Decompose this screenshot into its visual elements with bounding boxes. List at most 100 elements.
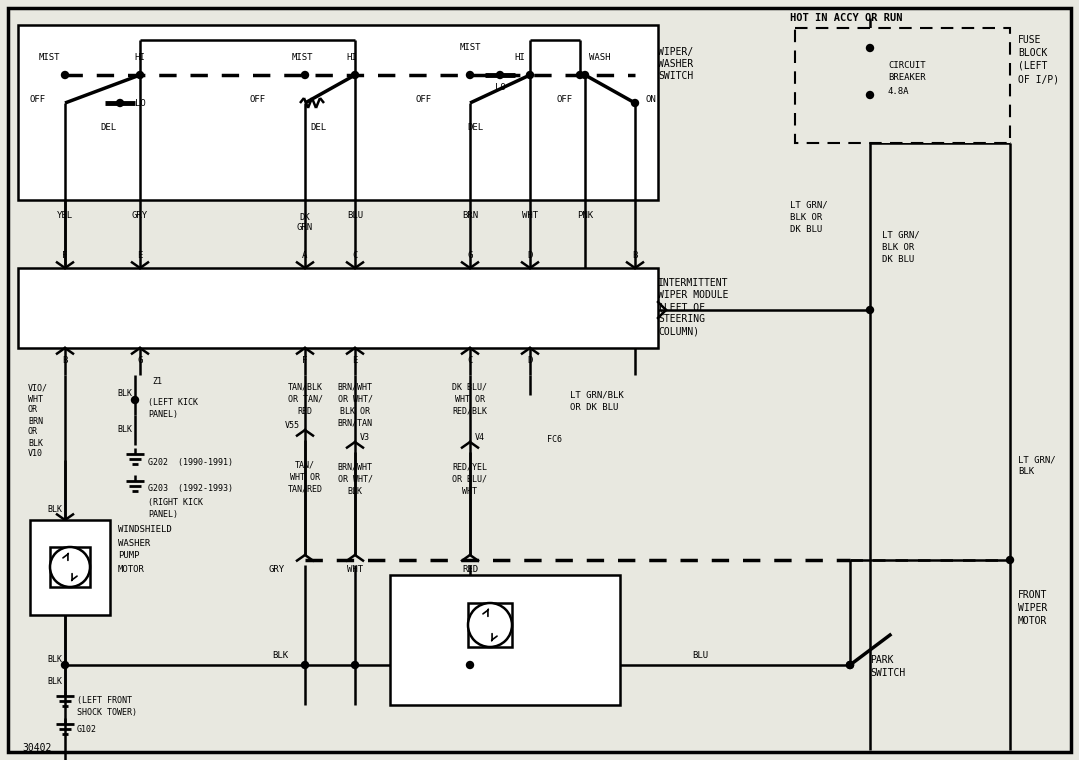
Text: F: F (302, 356, 308, 365)
Text: M: M (487, 619, 494, 632)
Text: V10: V10 (28, 449, 43, 458)
Circle shape (631, 100, 639, 106)
Text: GRN: GRN (297, 223, 313, 233)
Text: LO: LO (494, 84, 505, 93)
Text: MOTOR: MOTOR (1017, 616, 1048, 626)
Text: DEL: DEL (467, 123, 483, 132)
Circle shape (1007, 556, 1013, 563)
Text: BRN: BRN (28, 416, 43, 426)
Text: TAN/RED: TAN/RED (287, 485, 323, 493)
Text: BLK: BLK (1017, 467, 1034, 477)
Text: PNK: PNK (577, 211, 593, 220)
Text: OFF: OFF (557, 96, 573, 105)
Circle shape (117, 100, 123, 106)
Text: FC6: FC6 (547, 435, 562, 445)
Text: F: F (63, 251, 68, 260)
Text: (RIGHT KICK: (RIGHT KICK (148, 498, 203, 506)
Text: PUMP: PUMP (118, 552, 139, 561)
Text: G102: G102 (77, 726, 97, 734)
Circle shape (137, 71, 144, 78)
Text: ON: ON (645, 96, 656, 105)
Bar (795, 28, 1010, 143)
Text: OR TAN/: OR TAN/ (287, 394, 323, 404)
Circle shape (352, 71, 358, 78)
Circle shape (582, 71, 588, 78)
Text: BLK OR: BLK OR (790, 213, 822, 221)
Text: RED/BLK: RED/BLK (452, 407, 488, 416)
Circle shape (301, 661, 309, 669)
Text: GRY: GRY (269, 565, 285, 575)
Text: 4.8A: 4.8A (888, 87, 910, 96)
Text: MOTOR: MOTOR (118, 565, 145, 574)
Text: C: C (353, 251, 357, 260)
Circle shape (50, 547, 90, 587)
Text: MIST: MIST (291, 53, 313, 62)
Text: (LEFT OF: (LEFT OF (658, 302, 705, 312)
Text: RED: RED (462, 565, 478, 575)
Circle shape (527, 71, 533, 78)
Text: OR DK BLU: OR DK BLU (570, 403, 618, 411)
Text: DK BLU: DK BLU (790, 224, 822, 233)
Text: D: D (528, 356, 533, 365)
Text: BREAKER: BREAKER (888, 74, 926, 83)
Bar (390, 575, 620, 705)
Text: OR BLU/: OR BLU/ (452, 474, 488, 483)
Text: WIPER: WIPER (1017, 603, 1048, 613)
Bar (18, 25, 658, 200)
Text: LT GRN/: LT GRN/ (790, 201, 828, 210)
Text: BLU: BLU (347, 211, 363, 220)
Text: FRONT: FRONT (1017, 590, 1048, 600)
Text: A: A (302, 251, 308, 260)
Text: LO: LO (135, 99, 146, 107)
Circle shape (866, 45, 874, 52)
Text: DEL: DEL (310, 123, 326, 132)
Text: STEERING: STEERING (658, 314, 705, 324)
Text: YEL: YEL (57, 211, 73, 220)
Text: OFF: OFF (415, 96, 432, 105)
Text: (LEFT FRONT: (LEFT FRONT (77, 695, 132, 705)
Circle shape (466, 661, 474, 669)
Text: DK BLU/: DK BLU/ (452, 382, 488, 391)
Text: SWITCH: SWITCH (870, 668, 905, 678)
Text: PARK: PARK (870, 655, 893, 665)
Text: E: E (353, 356, 357, 365)
Text: MIST: MIST (39, 53, 60, 62)
Text: 30402: 30402 (22, 743, 52, 753)
Text: BLK: BLK (47, 505, 63, 515)
Circle shape (866, 306, 874, 313)
Text: MIST: MIST (460, 43, 481, 52)
Text: V55: V55 (285, 420, 300, 429)
Text: DK: DK (300, 214, 311, 223)
Text: B: B (632, 251, 638, 260)
Text: BRN/TAN: BRN/TAN (338, 419, 372, 427)
Text: SHOCK TOWER): SHOCK TOWER) (77, 708, 137, 717)
Text: BLU: BLU (692, 651, 708, 660)
Text: FUSE: FUSE (1017, 35, 1041, 45)
Circle shape (847, 661, 853, 669)
Text: OR: OR (28, 427, 38, 436)
Text: G202  (1990-1991): G202 (1990-1991) (148, 458, 233, 467)
Text: TAN/: TAN/ (295, 461, 315, 470)
Text: HI: HI (515, 53, 525, 62)
Circle shape (352, 661, 358, 669)
Text: V3: V3 (360, 432, 370, 442)
Text: Z1: Z1 (152, 378, 162, 387)
Text: CIRCUIT: CIRCUIT (888, 61, 926, 69)
Text: TAN/BLK: TAN/BLK (287, 382, 323, 391)
Text: BLK: BLK (47, 677, 63, 686)
Text: HI: HI (135, 53, 146, 62)
Text: OF I/P): OF I/P) (1017, 74, 1060, 84)
Text: E: E (137, 251, 142, 260)
Text: WHT OR: WHT OR (455, 394, 484, 404)
Circle shape (576, 71, 584, 78)
Text: BRN/WHT: BRN/WHT (338, 463, 372, 471)
Text: RED: RED (298, 407, 313, 416)
Text: WIPER/: WIPER/ (658, 47, 693, 57)
Circle shape (468, 603, 513, 647)
Text: WASHER: WASHER (118, 539, 150, 547)
Text: DEL: DEL (100, 123, 117, 132)
Text: WASHER: WASHER (658, 59, 693, 69)
Text: WHT: WHT (522, 211, 538, 220)
Text: WHT OR: WHT OR (290, 473, 320, 482)
Text: SWITCH: SWITCH (658, 71, 693, 81)
